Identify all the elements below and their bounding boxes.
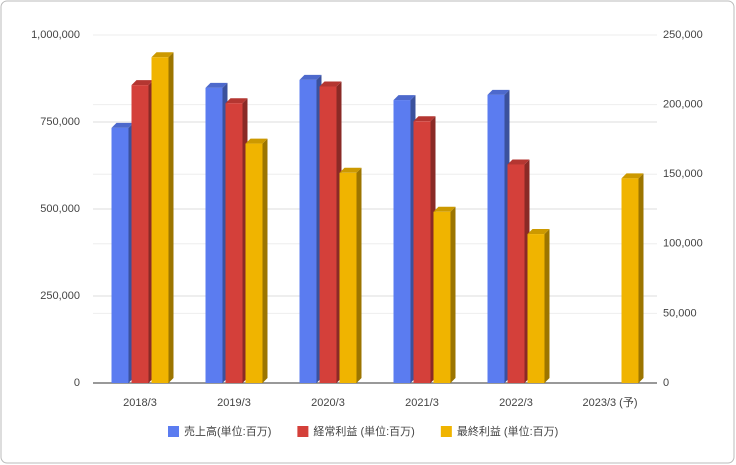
bar <box>225 103 243 383</box>
y2-tick-label: 100,000 <box>663 238 703 250</box>
bar-side <box>638 173 644 383</box>
bar-top <box>225 98 248 104</box>
x-tick-label: 2021/3 <box>405 397 439 409</box>
y2-tick-label: 200,000 <box>663 99 703 111</box>
bar-top <box>621 173 644 179</box>
bar <box>413 121 431 383</box>
bar-side <box>356 167 362 383</box>
y2-tick-label: 150,000 <box>663 168 703 180</box>
bar-side <box>262 138 268 383</box>
legend-label: 最終利益 (単位:百万) <box>457 424 558 438</box>
y2-tick-label: 50,000 <box>663 307 697 319</box>
y-tick-label: 750,000 <box>40 116 80 128</box>
bar <box>621 178 639 383</box>
y-tick-label: 0 <box>74 377 80 389</box>
bar-top <box>131 80 154 86</box>
bar <box>131 85 149 383</box>
x-tick-label: 2018/3 <box>123 397 157 409</box>
bar-top <box>433 206 456 212</box>
bar-top <box>527 229 550 235</box>
x-tick-label: 2022/3 <box>499 397 533 409</box>
bar <box>205 87 223 384</box>
bar <box>319 86 337 383</box>
legend-label: 売上高(単位:百万) <box>184 424 271 438</box>
x-tick-label: 2019/3 <box>217 397 251 409</box>
y-tick-label: 250,000 <box>40 290 80 302</box>
legend-swatch <box>297 426 309 437</box>
bar-side <box>168 52 174 383</box>
bar-top <box>245 138 268 144</box>
bar-top <box>205 82 228 88</box>
bar <box>111 127 129 383</box>
bar-top <box>507 159 530 165</box>
bar-side <box>450 206 456 383</box>
x-tick-label: 2023/3 (予) <box>582 396 637 409</box>
bar-top <box>339 167 362 173</box>
bar <box>393 100 411 384</box>
y2-tick-label: 0 <box>663 377 669 389</box>
bar <box>507 164 525 383</box>
legend-label: 経常利益 (単位:百万) <box>313 424 414 438</box>
bar-top <box>413 116 436 122</box>
bar-top <box>151 52 174 58</box>
y2-tick-label: 250,000 <box>663 29 703 41</box>
bar <box>245 143 263 383</box>
bar-side <box>544 229 550 383</box>
bar <box>527 234 545 383</box>
bar <box>487 94 505 383</box>
bar <box>299 79 317 383</box>
bar <box>339 172 357 383</box>
x-tick-label: 2020/3 <box>311 397 345 409</box>
bar-top <box>319 81 342 87</box>
legend-swatch <box>168 426 179 437</box>
bar <box>151 57 169 383</box>
bar-top <box>393 95 416 101</box>
y-tick-label: 500,000 <box>40 203 80 215</box>
bar-top <box>487 89 510 95</box>
bar <box>433 211 451 383</box>
legend-swatch <box>440 426 452 437</box>
y-tick-label: 1,000,000 <box>31 29 80 41</box>
bar-top <box>111 122 134 128</box>
bar-top <box>299 74 322 80</box>
